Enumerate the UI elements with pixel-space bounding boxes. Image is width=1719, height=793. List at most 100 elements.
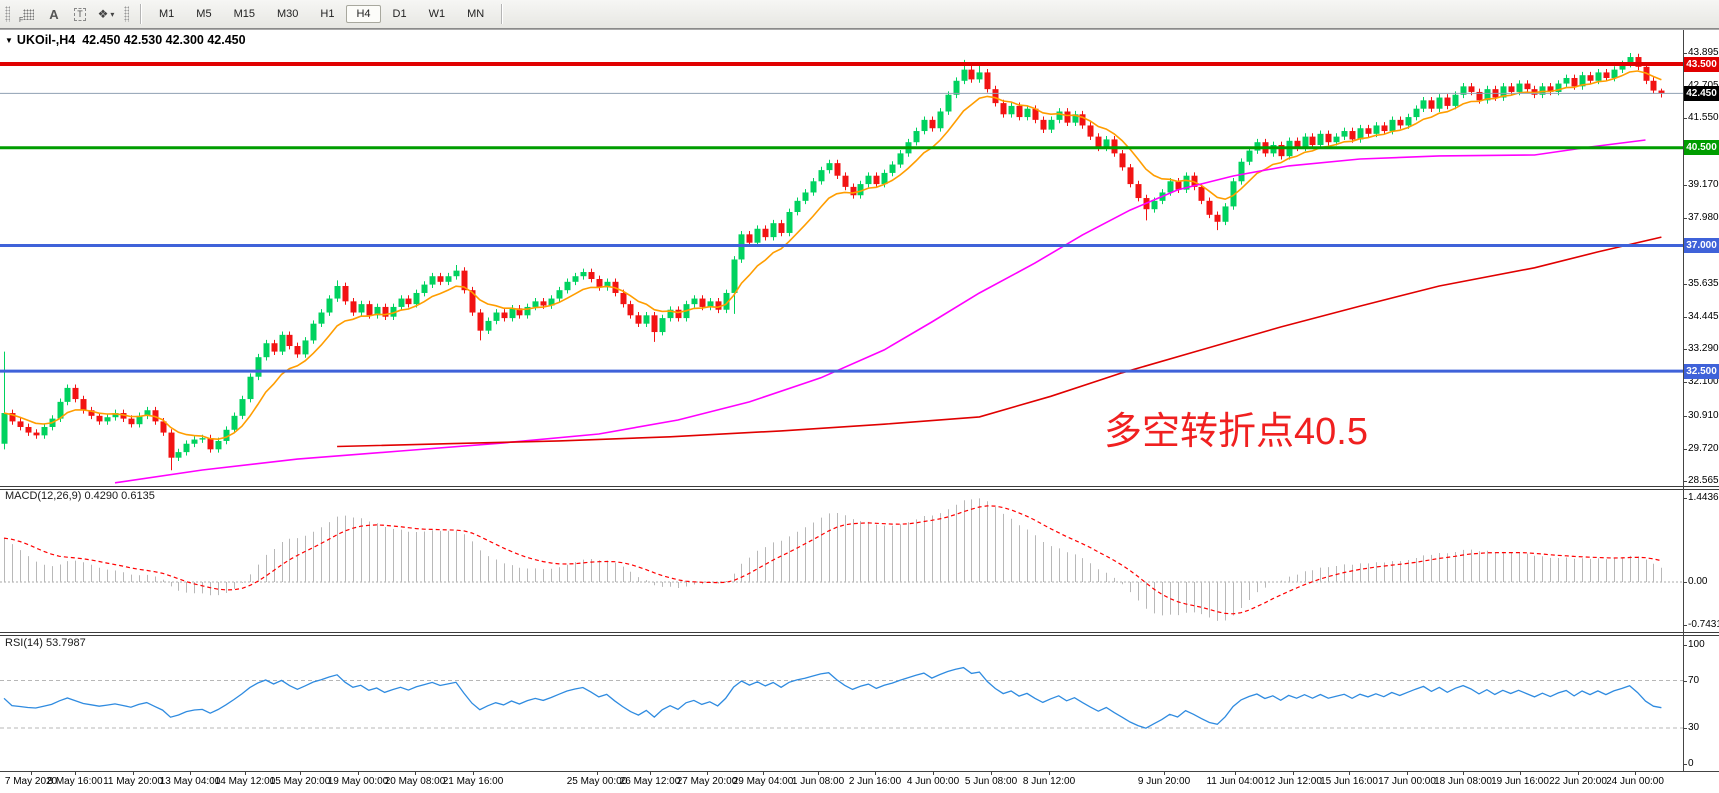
time-tick <box>415 771 416 775</box>
price-tick-label: 28.565 <box>1688 475 1719 486</box>
time-label: 12 Jun 12:00 <box>1264 776 1322 787</box>
macd-scale[interactable] <box>1684 489 1719 632</box>
tf-button-h1[interactable]: H1 <box>320 8 335 20</box>
time-axis-line <box>0 771 1719 772</box>
price-tick-label: 37.980 <box>1688 212 1719 223</box>
rsi-tick-dash <box>1683 728 1687 729</box>
time-label: 5 Jun 08:00 <box>964 776 1018 787</box>
macd-histogram <box>4 498 1662 621</box>
price-tick-label: 39.170 <box>1688 179 1719 190</box>
time-label: 20 May 08:00 <box>384 776 446 787</box>
time-label: 19 May 00:00 <box>327 776 389 787</box>
tf-button-h4[interactable]: H4 <box>346 5 381 23</box>
rsi-tick-label: 70 <box>1688 675 1700 686</box>
time-tick <box>1349 771 1350 775</box>
tf-button-m5[interactable]: M5 <box>196 8 212 20</box>
time-tick <box>933 771 934 775</box>
tf-button-m30[interactable]: M30 <box>276 8 299 20</box>
time-label: 8 May 16:00 <box>47 776 103 787</box>
rsi-scale[interactable] <box>1684 635 1719 771</box>
time-label: 21 May 16:00 <box>442 776 504 787</box>
time-tick <box>190 771 191 775</box>
tf-button-m15[interactable]: M15 <box>233 8 255 20</box>
time-label: 13 May 04:00 <box>159 776 221 787</box>
rsi-tick-dash <box>1683 764 1687 765</box>
time-tick <box>1407 771 1408 775</box>
time-label: 11 May 20:00 <box>103 776 163 787</box>
time-label: 8 Jun 12:00 <box>1022 776 1076 787</box>
tf-button-mn[interactable]: MN <box>467 8 485 20</box>
price-tick-label: 34.445 <box>1688 311 1719 322</box>
price-tick-dash <box>1683 185 1687 186</box>
time-label: 19 Jun 16:00 <box>1491 776 1549 787</box>
timeframe-toolbar: M1 M5 M15 M30 H1 H4 D1 W1 MN <box>148 5 495 23</box>
tf-button-m1[interactable]: M1 <box>159 8 175 20</box>
price-tick-dash <box>1683 481 1687 482</box>
time-label: 14 May 12:00 <box>214 776 276 787</box>
time-tick <box>1578 771 1579 775</box>
time-tick <box>1520 771 1521 775</box>
macd-tick-dash <box>1683 582 1687 583</box>
text-box-icon[interactable]: T <box>68 3 92 25</box>
time-tick <box>1463 771 1464 775</box>
pane-separator[interactable] <box>0 632 1719 636</box>
dropdown-arrow-icon[interactable]: ▾ <box>110 9 115 19</box>
ma-medium-line <box>114 139 1646 484</box>
time-label: 17 Jun 00:00 <box>1378 776 1436 787</box>
time-label: 11 Jun 04:00 <box>1206 776 1264 787</box>
time-label: 15 Jun 16:00 <box>1320 776 1378 787</box>
chart-top-border <box>0 29 1719 30</box>
price-tick-label: 41.550 <box>1688 112 1719 123</box>
macd-panel-label: MACD(12,26,9) 0.4290 0.6135 <box>5 490 155 502</box>
ma-fast-line <box>3 70 1662 441</box>
time-tick <box>1293 771 1294 775</box>
price-tick-label: 32.100 <box>1688 376 1719 387</box>
price-tick-label: 35.635 <box>1688 278 1719 289</box>
time-tick <box>650 771 651 775</box>
time-label: 27 May 20:00 <box>676 776 738 787</box>
time-tick <box>473 771 474 775</box>
time-label: 7 May 2020 <box>4 776 58 787</box>
time-tick <box>1049 771 1050 775</box>
macd-tick-label: 1.4436 <box>1688 492 1719 503</box>
rsi-tick-dash <box>1683 645 1687 646</box>
pane-separator[interactable] <box>0 486 1719 490</box>
time-label: 29 May 04:00 <box>732 776 794 787</box>
arrow-tools-icon[interactable]: ❖ ▾ <box>97 7 115 21</box>
price-tick-dash <box>1683 349 1687 350</box>
time-tick <box>763 771 764 775</box>
price-axis-line <box>1683 30 1684 771</box>
rsi-panel-label: RSI(14) 53.7987 <box>5 637 86 649</box>
symbol-dropdown-icon[interactable]: ▼ <box>5 36 13 45</box>
ma-slow-line <box>337 236 1662 448</box>
time-tick <box>597 771 598 775</box>
chart-text-annotation[interactable]: 多空转折点40.5 <box>1104 411 1368 453</box>
price-tick-label: 30.910 <box>1688 410 1719 421</box>
price-tick-dash <box>1683 382 1687 383</box>
price-tick-dash <box>1683 449 1687 450</box>
current-price-badge: 42.450 <box>1684 86 1719 101</box>
rsi-tick-label: 100 <box>1688 639 1705 650</box>
price-tick-dash <box>1683 53 1687 54</box>
time-tick <box>31 771 32 775</box>
macd-signal-line <box>3 505 1662 615</box>
time-label: 4 Jun 00:00 <box>906 776 960 787</box>
tf-button-w1[interactable]: W1 <box>428 8 446 20</box>
rsi-tick-dash <box>1683 681 1687 682</box>
time-tick <box>1635 771 1636 775</box>
tf-button-d1[interactable]: D1 <box>392 8 407 20</box>
time-tick <box>875 771 876 775</box>
text-label-icon[interactable]: A <box>49 6 59 22</box>
indicator-window-icon[interactable]: F <box>16 3 40 25</box>
price-tick-dash <box>1683 416 1687 417</box>
time-label: 22 Jun 20:00 <box>1549 776 1607 787</box>
toolbar-separator <box>140 4 142 24</box>
time-label: 25 May 00:00 <box>566 776 628 787</box>
price-badge-40.500: 40.500 <box>1684 140 1719 155</box>
time-label: 15 May 20:00 <box>269 776 331 787</box>
time-label: 18 Jun 08:00 <box>1434 776 1492 787</box>
macd-tick-label: -0.7431 <box>1688 619 1719 630</box>
time-tick <box>818 771 819 775</box>
price-tick-dash <box>1683 118 1687 119</box>
